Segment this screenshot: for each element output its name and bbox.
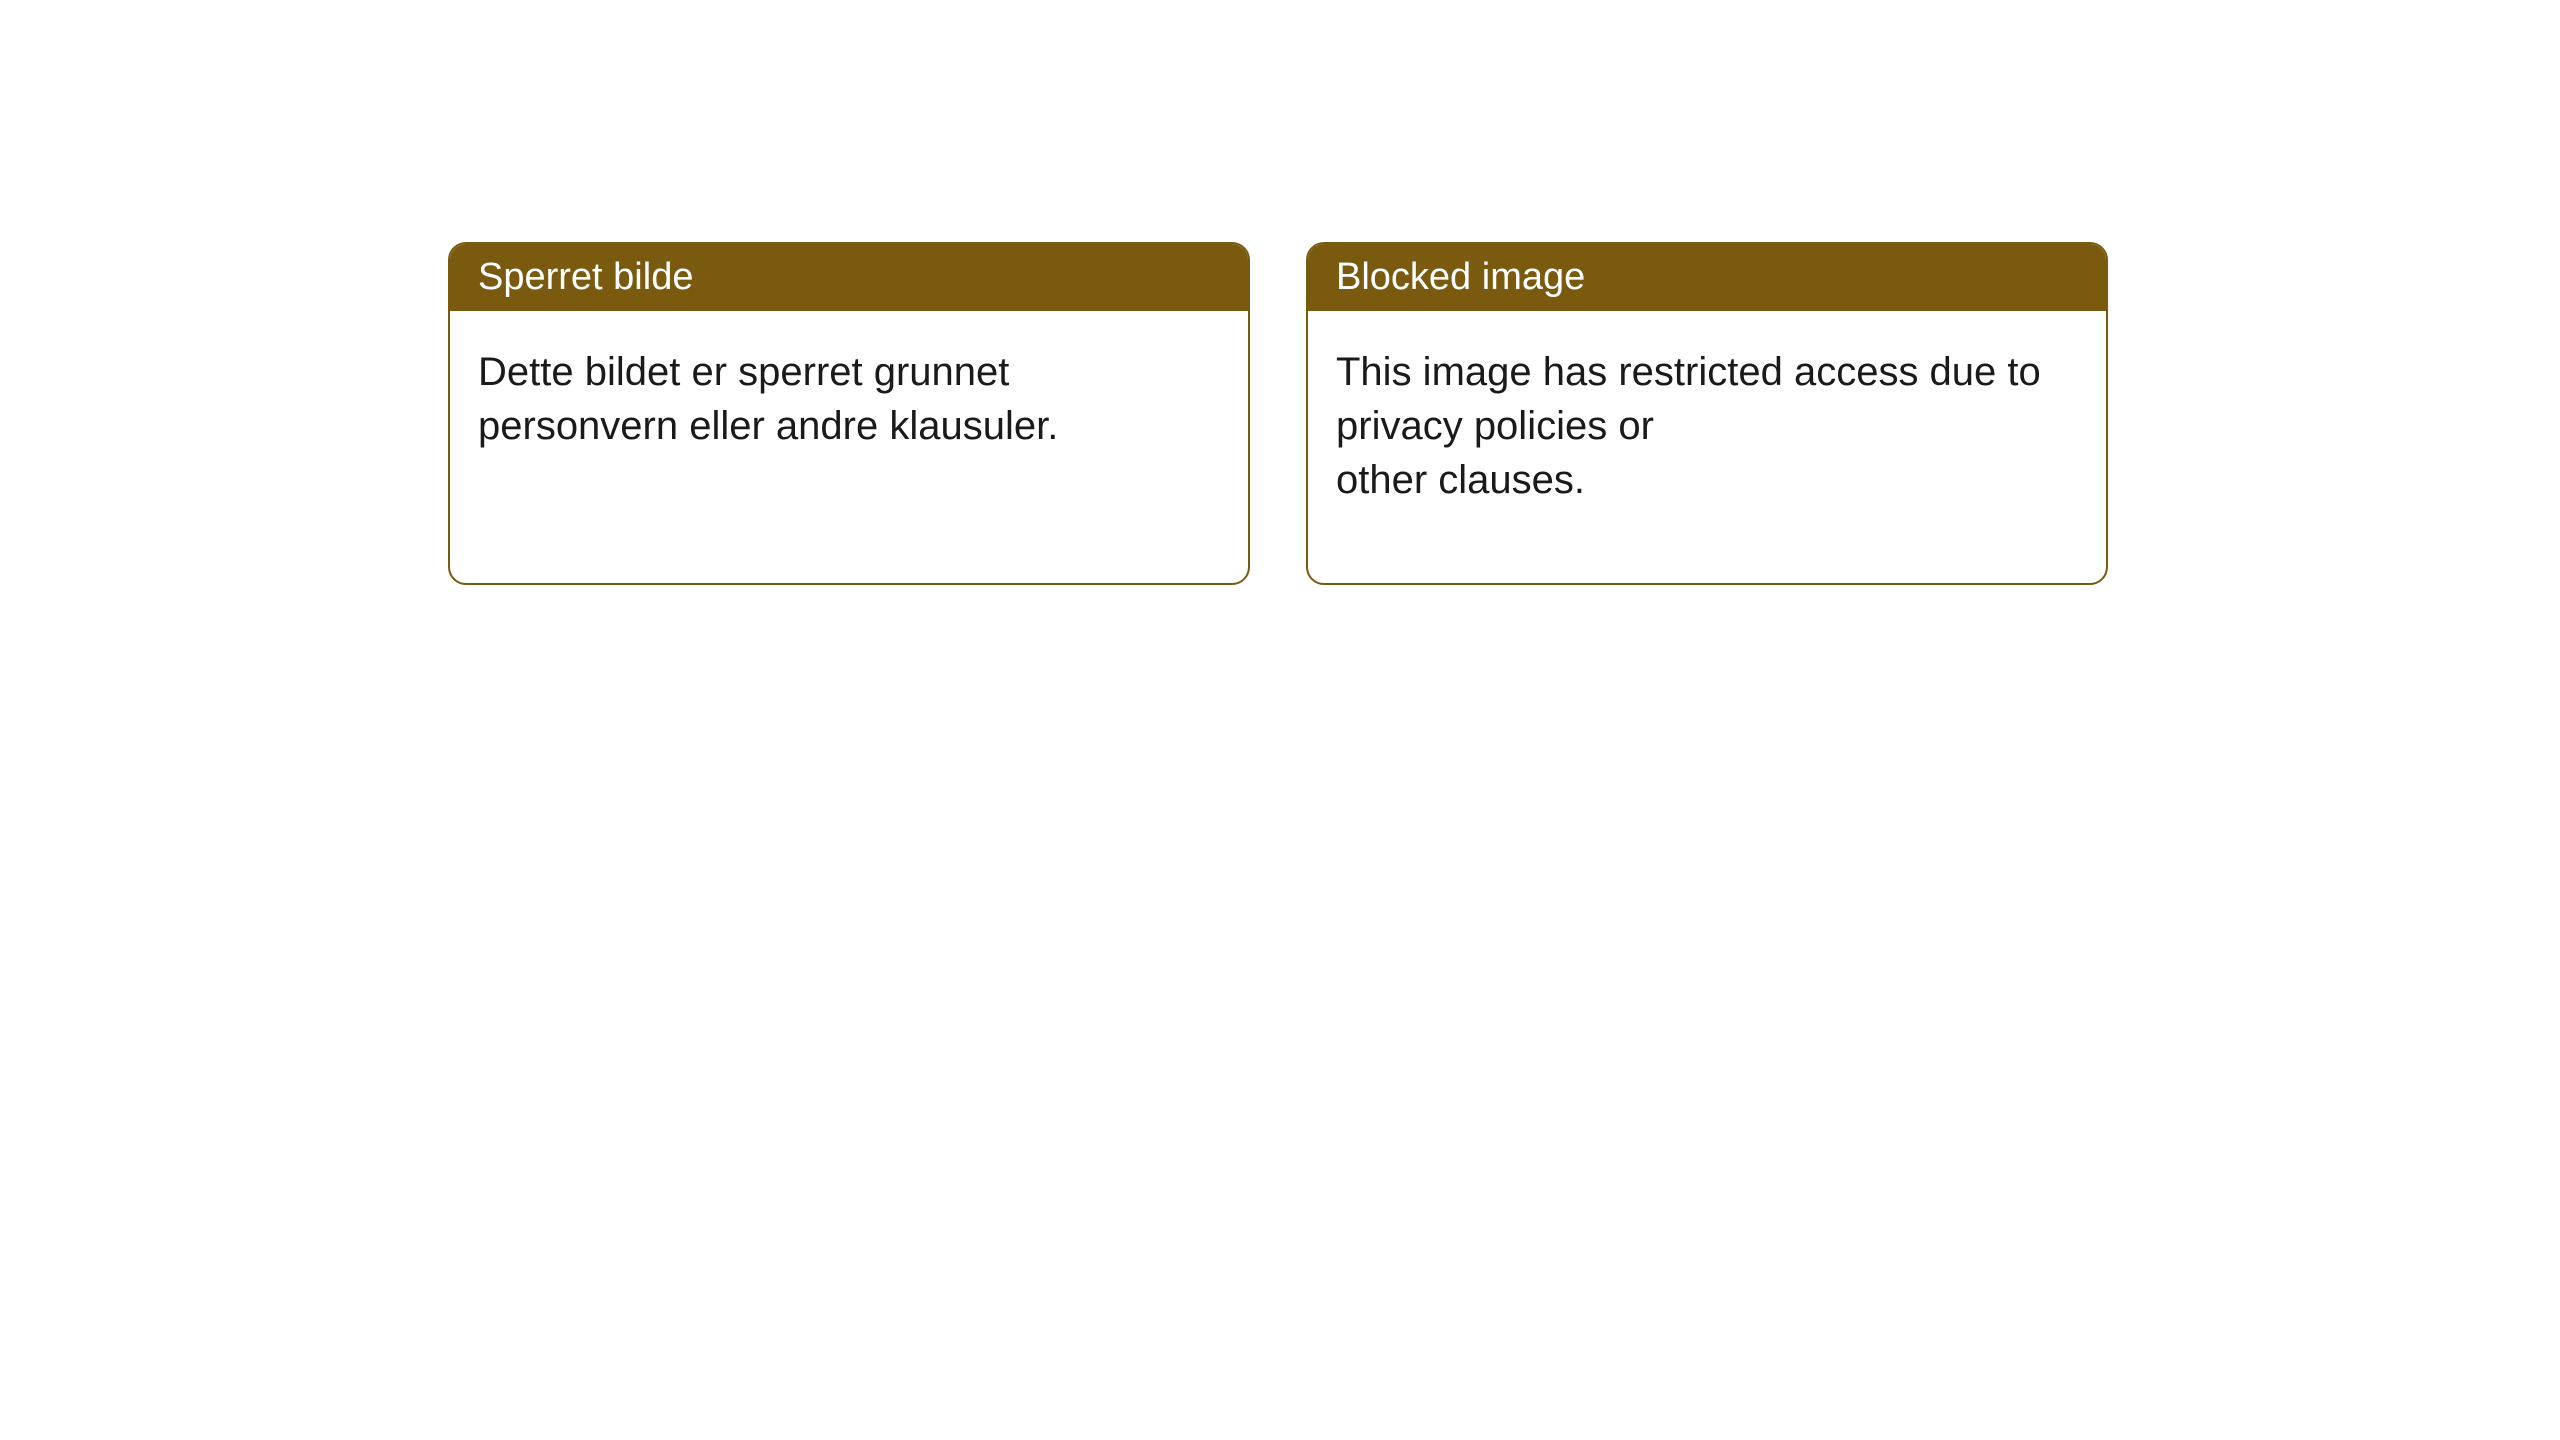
- notice-body: This image has restricted access due to …: [1308, 311, 2106, 583]
- notice-header: Blocked image: [1308, 244, 2106, 311]
- notice-container: Sperret bilde Dette bildet er sperret gr…: [448, 242, 2108, 585]
- notice-card-english: Blocked image This image has restricted …: [1306, 242, 2108, 585]
- notice-card-norwegian: Sperret bilde Dette bildet er sperret gr…: [448, 242, 1250, 585]
- notice-header: Sperret bilde: [450, 244, 1248, 311]
- notice-body: Dette bildet er sperret grunnet personve…: [450, 311, 1248, 583]
